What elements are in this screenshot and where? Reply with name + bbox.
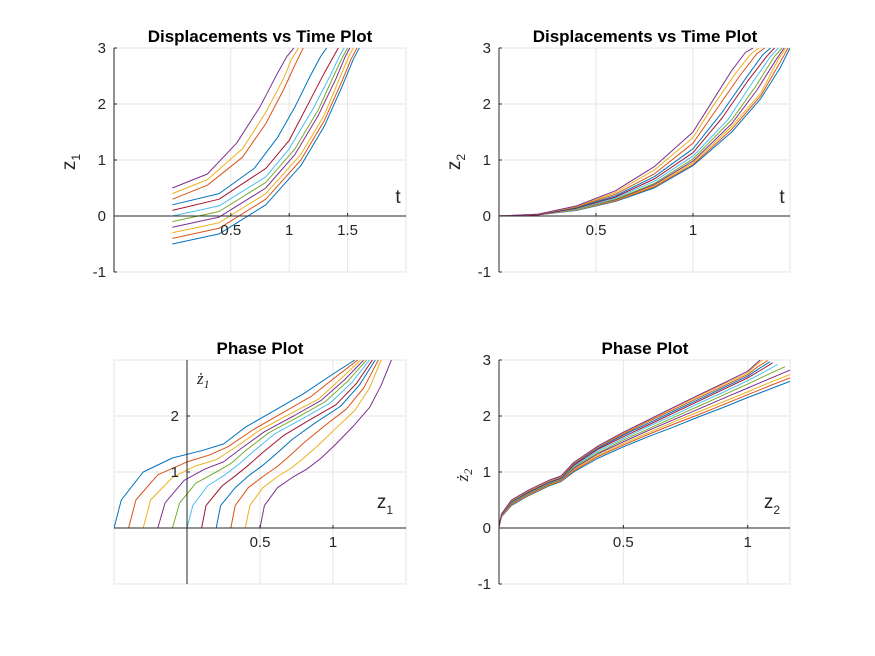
- y-tick-label: 0: [483, 520, 491, 537]
- y-tick-label: 2: [483, 408, 491, 425]
- plot-area: [114, 360, 392, 529]
- series-line: [172, 48, 304, 200]
- series-line: [172, 48, 360, 245]
- panel-title: Phase Plot: [217, 339, 304, 358]
- series-line: [172, 48, 295, 189]
- series-line: [172, 48, 351, 228]
- y-tick-label: 3: [98, 40, 106, 57]
- series-line: [499, 360, 761, 527]
- axes: 0.5 1 -1 0 1 2 3: [478, 40, 790, 281]
- y-axis-label: ż2: [453, 469, 475, 483]
- series-line: [244, 360, 382, 529]
- series-line: [172, 48, 349, 223]
- series-line: [230, 360, 379, 529]
- series-line: [186, 360, 370, 529]
- panel-title: Displacements vs Time Plot: [148, 27, 373, 46]
- x-tick-label: 0.5: [220, 222, 241, 239]
- series-line: [172, 48, 299, 195]
- series-line: [114, 360, 356, 529]
- series-line: [499, 369, 790, 528]
- y-axis-label: z2: [444, 154, 468, 171]
- y-tick-label: 1: [171, 464, 179, 481]
- series-line: [499, 374, 790, 528]
- x-tick-label: 1: [329, 534, 337, 551]
- grid: [498, 47, 791, 273]
- series-line: [172, 48, 354, 234]
- axes: 0.5 1 1.5 -1 0 1 2 3: [93, 40, 406, 281]
- y-tick-label: 3: [483, 352, 491, 369]
- x-axis-label: z1: [377, 492, 394, 517]
- series-line: [157, 360, 365, 529]
- y-tick-label: 2: [483, 96, 491, 113]
- series-line: [172, 48, 339, 211]
- y-tick-label: -1: [478, 576, 491, 593]
- x-tick-label: 1: [285, 222, 293, 239]
- x-tick-label: 1: [689, 222, 697, 239]
- panel-title: Displacements vs Time Plot: [533, 27, 758, 46]
- x-tick-label: 1.5: [337, 222, 358, 239]
- series-line: [259, 360, 392, 529]
- x-tick-label: 0.5: [250, 534, 271, 551]
- plot-area: [499, 48, 790, 217]
- series-line: [499, 377, 790, 528]
- series-line: [172, 48, 358, 239]
- y-tick-label: 1: [483, 152, 491, 169]
- series-line: [215, 360, 376, 529]
- x-tick-label: 0.5: [613, 534, 634, 551]
- panel-phase-z2: Phase Plot 0.5 1 -1 0 1 2 3 z2 ż2: [453, 339, 791, 593]
- y-tick-label: 2: [171, 408, 179, 425]
- x-axis-label: t: [779, 187, 785, 208]
- y-tick-label: -1: [478, 264, 491, 281]
- series-line: [499, 361, 771, 527]
- series-line: [172, 48, 345, 217]
- axes: 0.5 1 -1 0 1 2 3: [478, 352, 790, 593]
- x-tick-label: 1: [744, 534, 752, 551]
- series-line: [142, 360, 362, 529]
- plot-area: [172, 48, 360, 245]
- series-line: [128, 360, 359, 529]
- y-tick-label: 2: [98, 96, 106, 113]
- plot-area: [499, 360, 790, 528]
- series-line: [499, 362, 773, 528]
- series-line: [172, 48, 328, 206]
- y-tick-label: -1: [93, 264, 106, 281]
- panel-phase-z1: Phase Plot 0.5 1 1 2 z1 ż1: [113, 339, 407, 585]
- x-axis-label: t: [395, 187, 401, 208]
- y-tick-label: 3: [483, 40, 491, 57]
- series-line: [499, 364, 778, 528]
- y-axis-label: ż1: [196, 369, 210, 391]
- y-tick-label: 0: [483, 208, 491, 225]
- series-line: [499, 48, 775, 217]
- axes: 0.5 1 1 2: [114, 360, 406, 584]
- panel-displacement-z1: Displacements vs Time Plot 0.5 1 1.5 -1 0 1 2 3…: [59, 27, 407, 281]
- series-line: [499, 380, 790, 528]
- series-line: [201, 360, 373, 529]
- y-tick-label: 1: [483, 464, 491, 481]
- panel-title: Phase Plot: [602, 339, 689, 358]
- y-axis-label: z1: [59, 154, 83, 171]
- y-tick-label: 1: [98, 152, 106, 169]
- x-axis-label: z2: [764, 492, 781, 517]
- series-line: [499, 366, 786, 528]
- grid: [113, 359, 407, 585]
- series-line: [499, 48, 789, 217]
- series-line: [171, 360, 367, 529]
- y-tick-label: 0: [98, 208, 106, 225]
- series-line: [499, 48, 754, 217]
- x-tick-label: 0.5: [586, 222, 607, 239]
